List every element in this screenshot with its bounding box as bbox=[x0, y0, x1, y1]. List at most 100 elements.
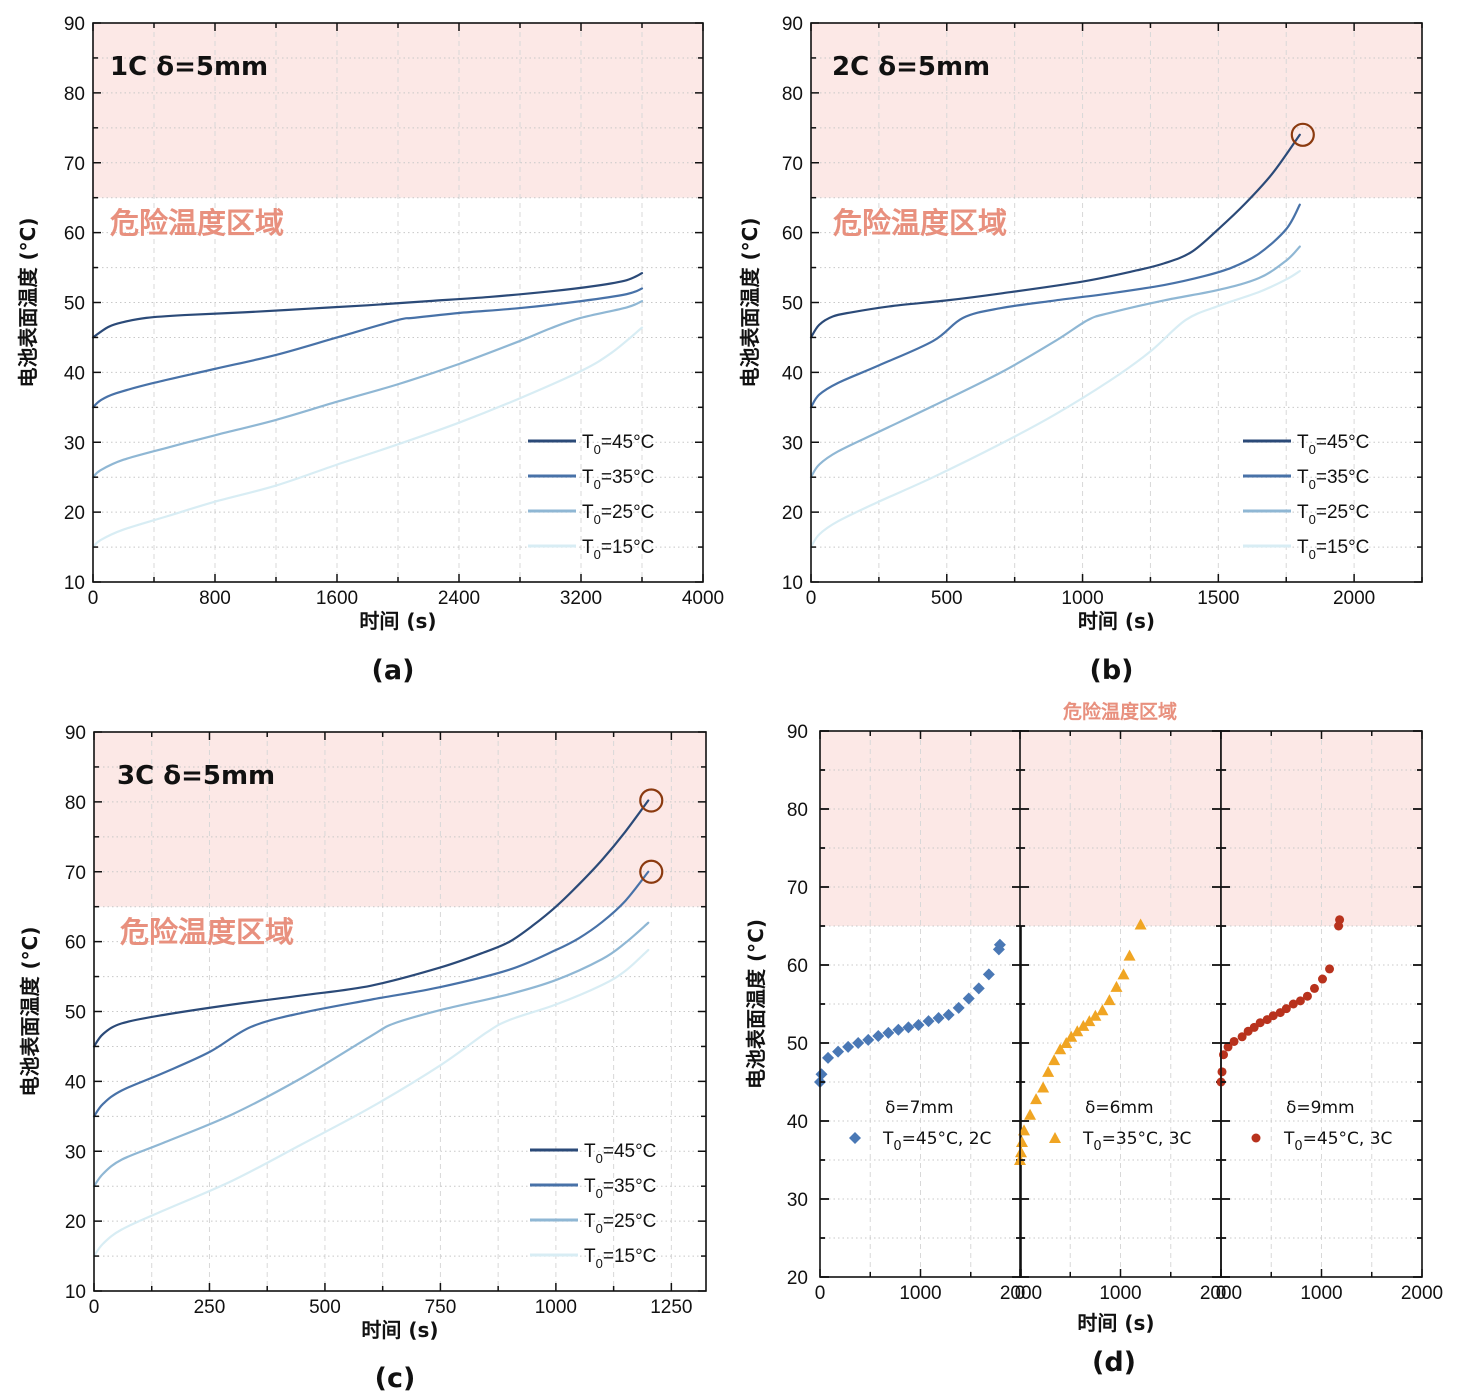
y-tick-label: 60 bbox=[782, 224, 803, 245]
data-point-triangle bbox=[1024, 1108, 1037, 1120]
legend-label-subscript: 0 bbox=[594, 547, 601, 562]
y-tick-label: 50 bbox=[782, 294, 803, 315]
legend-label-rest: =35°C bbox=[603, 1176, 657, 1197]
legend-label: T0=25°C bbox=[582, 502, 654, 527]
y-tick-label: 50 bbox=[65, 1003, 86, 1024]
data-point-diamond bbox=[822, 1051, 835, 1064]
data-point-triangle bbox=[1015, 1146, 1028, 1158]
legend-label-subscript: 0 bbox=[1309, 547, 1316, 562]
x-tick-label: 0 bbox=[1015, 1283, 1026, 1304]
legend-label-subscript: 0 bbox=[596, 1186, 603, 1201]
legend-marker-triangle bbox=[1049, 1132, 1061, 1143]
data-point-diamond bbox=[842, 1040, 855, 1053]
series-line-t025c bbox=[92, 921, 650, 1188]
series-line-t015c bbox=[92, 948, 650, 1258]
legend-label-rest: =25°C bbox=[1316, 502, 1370, 523]
data-point-circle bbox=[1281, 1004, 1291, 1014]
data-point-circle bbox=[1335, 915, 1345, 925]
y-tick-label: 50 bbox=[64, 294, 85, 315]
legend-label-main: T bbox=[584, 1176, 596, 1197]
legend-label-rest: =25°C bbox=[603, 1211, 657, 1232]
x-tick-label: 1000 bbox=[899, 1283, 941, 1304]
y-tick-label: 60 bbox=[64, 224, 85, 245]
legend-label-subscript: 0 bbox=[1309, 442, 1316, 457]
x-tick-label: 2000 bbox=[1200, 1283, 1242, 1304]
danger-zone bbox=[811, 23, 1422, 198]
data-point-triangle bbox=[1134, 918, 1147, 930]
legend-label-subscript: 0 bbox=[1294, 1139, 1302, 1154]
legend-label-rest: =15°C bbox=[1316, 537, 1370, 558]
condition-annotation: 3C δ=5mm bbox=[117, 761, 275, 791]
data-point-diamond bbox=[993, 938, 1006, 951]
x-tick-label: 1000 bbox=[535, 1297, 577, 1318]
legend-label-rest: =25°C bbox=[601, 502, 655, 523]
x-tick-label: 2000 bbox=[1000, 1283, 1042, 1304]
danger-zone-label: 危险温度区域 bbox=[120, 915, 294, 949]
legend-label-main: T bbox=[1297, 502, 1309, 523]
data-point-triangle bbox=[1117, 968, 1130, 980]
y-axis-title: 电池表面温度 (°C) bbox=[744, 919, 768, 1089]
data-point-circle bbox=[1255, 1018, 1265, 1028]
legend-label-rest: =45°C, 3C bbox=[1303, 1129, 1393, 1149]
highlight-circle bbox=[1290, 122, 1315, 147]
x-tick-label: 4000 bbox=[682, 588, 724, 609]
data-point-triangle bbox=[1123, 949, 1136, 961]
danger-zone-title: 危险温度区域 bbox=[1063, 700, 1177, 723]
data-point-triangle bbox=[1042, 1065, 1055, 1077]
legend-label-subscript: 0 bbox=[1309, 477, 1316, 492]
legend-label-rest: =45°C bbox=[601, 432, 655, 453]
data-point-circle bbox=[1309, 983, 1319, 993]
legend-marker-diamond bbox=[849, 1132, 861, 1144]
data-point-circle bbox=[1318, 974, 1328, 984]
y-tick-label: 80 bbox=[65, 793, 86, 814]
data-point-diamond bbox=[892, 1023, 905, 1036]
y-tick-label: 90 bbox=[787, 722, 808, 743]
legend-label: T0=15°C bbox=[1297, 537, 1369, 562]
y-tick-label: 50 bbox=[787, 1034, 808, 1055]
data-point-triangle bbox=[1048, 1054, 1061, 1066]
x-tick-label: 3200 bbox=[560, 588, 602, 609]
data-point-triangle bbox=[1054, 1043, 1067, 1055]
legend-label-main: T bbox=[1297, 467, 1309, 488]
data-point-triangle bbox=[1083, 1015, 1096, 1027]
legend-title: δ=7mm bbox=[885, 1098, 954, 1118]
series-line-t035c bbox=[92, 870, 650, 1118]
x-tick-label: 1500 bbox=[1197, 588, 1239, 609]
y-tick-label: 60 bbox=[65, 933, 86, 954]
legend-label: T0=35°C, 3C bbox=[1082, 1129, 1191, 1154]
x-tick-label: 0 bbox=[815, 1283, 826, 1304]
y-tick-label: 20 bbox=[787, 1268, 808, 1289]
legend-label-main: T bbox=[584, 1211, 596, 1232]
data-point-triangle bbox=[1103, 994, 1116, 1006]
danger-zone-label: 危险温度区域 bbox=[110, 206, 284, 240]
danger-zone bbox=[94, 732, 706, 907]
data-point-diamond bbox=[902, 1021, 915, 1034]
legend-label-subscript: 0 bbox=[594, 512, 601, 527]
data-point-triangle bbox=[1030, 1093, 1043, 1105]
legend-label-main: T bbox=[584, 1246, 596, 1267]
panel-b: 0 500 1000 1500 2000 10 20 30 40 50 60 70 80 90 时间 (s)… bbox=[738, 14, 1423, 686]
legend-label: T0=15°C bbox=[584, 1246, 656, 1271]
legend-title: δ=9mm bbox=[1286, 1098, 1355, 1118]
series-line-t025c bbox=[91, 300, 644, 479]
x-axis-title: 时间 (s) bbox=[1077, 1311, 1154, 1335]
x-tick-label: 0 bbox=[89, 1297, 100, 1318]
data-point-circle bbox=[1325, 964, 1335, 974]
panel-label: (c) bbox=[375, 1363, 416, 1394]
legend-label-rest: =15°C bbox=[603, 1246, 657, 1267]
series-line-t045c bbox=[92, 799, 650, 1048]
legend-label-rest: =45°C bbox=[1316, 432, 1370, 453]
legend-label-rest: =35°C bbox=[601, 467, 655, 488]
legend-label-rest: =15°C bbox=[601, 537, 655, 558]
data-point-circle bbox=[1217, 1067, 1227, 1077]
x-axis-title: 时间 (s) bbox=[359, 609, 436, 633]
legend-label-main: T bbox=[582, 502, 594, 523]
y-tick-label: 80 bbox=[787, 800, 808, 821]
data-point-circle bbox=[1237, 1032, 1247, 1042]
x-tick-label: 1250 bbox=[650, 1297, 692, 1318]
y-axis-title: 电池表面温度 (°C) bbox=[16, 218, 40, 388]
legend-label-subscript: 0 bbox=[596, 1221, 603, 1236]
x-tick-label: 0 bbox=[1216, 1283, 1227, 1304]
